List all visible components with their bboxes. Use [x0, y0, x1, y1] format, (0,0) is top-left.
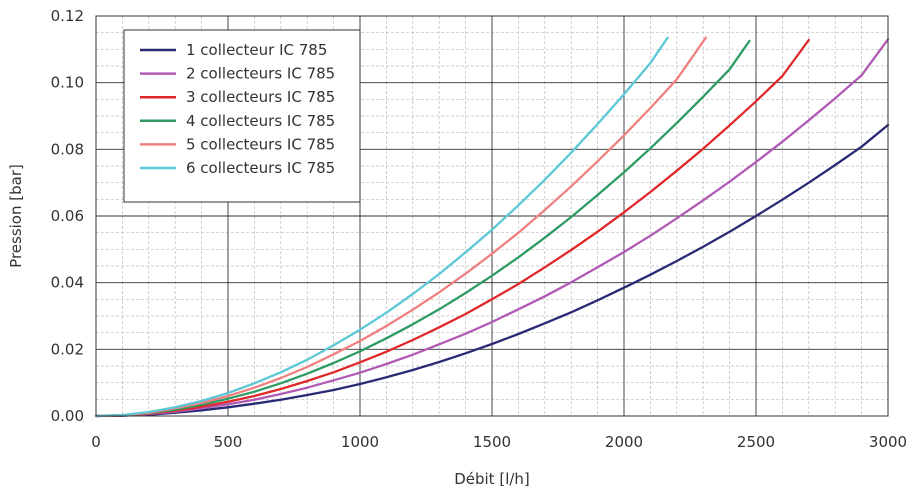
legend-box	[123, 29, 361, 203]
x-tick-label: 0	[91, 433, 101, 451]
x-tick-label: 500	[214, 433, 243, 451]
legend-label-4: 4 collecteurs IC 785	[186, 112, 335, 130]
y-tick-label: 0.08	[51, 140, 84, 158]
y-tick-label: 0.02	[51, 340, 84, 358]
legend-items: 1 collecteur IC 785 2 collecteurs IC 785 3…	[140, 41, 335, 177]
legend: 1 collecteur IC 785 2 collecteurs IC 785 3…	[123, 29, 361, 203]
series-line-4	[94, 39, 751, 418]
plot-frame	[95, 15, 889, 417]
series-line-2	[94, 38, 890, 418]
series-line-5	[94, 36, 707, 418]
series-line-6	[94, 36, 669, 418]
y-tick-label: 0.12	[51, 7, 84, 25]
x-axis-title: Débit [l/h]	[454, 470, 530, 488]
x-tick-labels: 0 500 1000 1500 2000 2500 3000	[91, 433, 907, 451]
x-tick-label: 1500	[473, 433, 511, 451]
legend-label-5: 5 collecteurs IC 785	[186, 135, 335, 153]
y-tick-labels: 0.00 0.02 0.04 0.06 0.08 0.10 0.12	[51, 7, 84, 425]
series-line-1	[94, 123, 890, 418]
y-tick-label: 0.00	[51, 407, 84, 425]
x-tick-label: 2000	[605, 433, 643, 451]
legend-label-6: 6 collecteurs IC 785	[186, 159, 335, 177]
y-tick-label: 0.06	[51, 207, 84, 225]
y-axis-title: Pression [bar]	[7, 164, 25, 268]
x-tick-label: 3000	[869, 433, 907, 451]
series-line-3	[94, 38, 810, 418]
legend-label-1: 1 collecteur IC 785	[186, 41, 327, 59]
x-tick-label: 1000	[341, 433, 379, 451]
y-tick-label: 0.04	[51, 274, 84, 292]
legend-label-2: 2 collecteurs IC 785	[186, 65, 335, 83]
y-tick-label: 0.10	[51, 74, 84, 92]
legend-label-3: 3 collecteurs IC 785	[186, 88, 335, 106]
x-tick-label: 2500	[737, 433, 775, 451]
series-layer	[94, 36, 890, 418]
